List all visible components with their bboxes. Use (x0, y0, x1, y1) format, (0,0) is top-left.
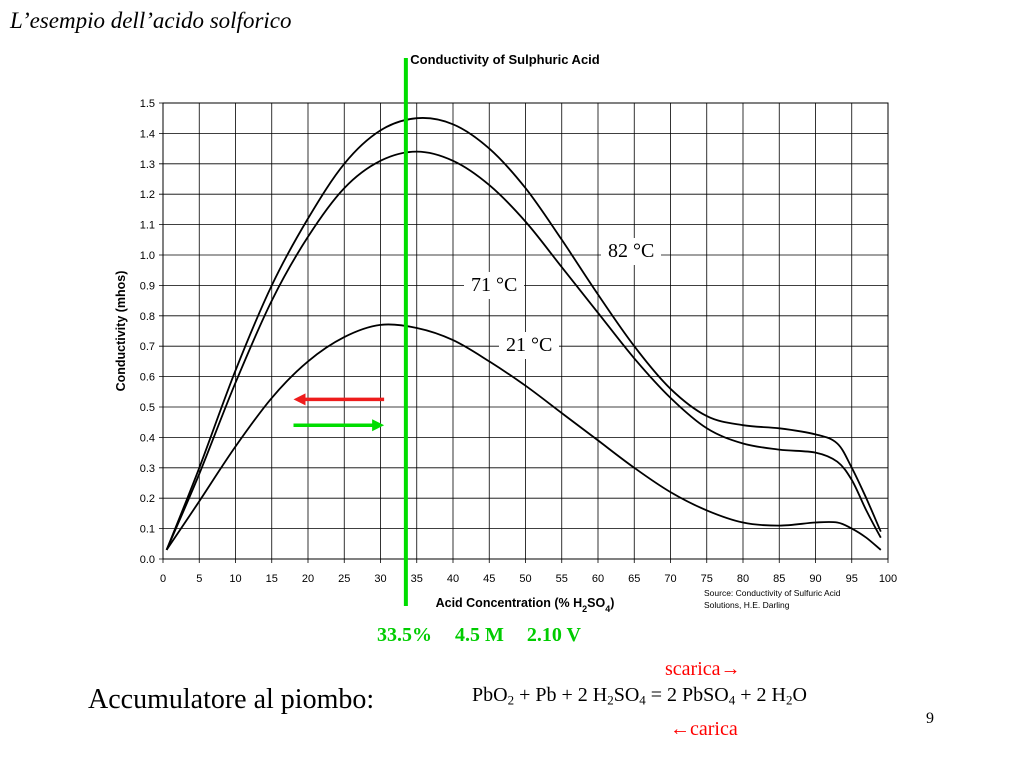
marker-layer (293, 58, 408, 606)
y-tick-label: 0.7 (140, 341, 155, 353)
y-tick-label: 0.6 (140, 372, 155, 384)
x-axis-title: Acid Concentration (% H2SO4) (436, 596, 615, 614)
x-tick-label: 75 (701, 573, 713, 585)
x-tick-label: 85 (773, 573, 785, 585)
y-tick-label: 0.0 (140, 554, 155, 566)
label-21c: 21 °C (499, 332, 560, 359)
x-tick-label: 90 (809, 573, 821, 585)
y-axis-title: Conductivity (mhos) (114, 271, 128, 392)
chart-title: Conductivity of Sulphuric Acid (410, 52, 600, 67)
y-tick-label: 0.4 (140, 432, 155, 444)
y-tick-label: 0.5 (140, 402, 155, 414)
y-tick-label: 1.2 (140, 189, 155, 201)
cell-voltage: 2.10 V (526, 624, 581, 646)
y-tick-label: 0.9 (140, 280, 155, 292)
x-tick-label: 35 (411, 573, 423, 585)
x-tick-label: 60 (592, 573, 604, 585)
label-82c: 82 °C (601, 238, 662, 265)
slide-title: L’esempio dell’acido solforico (10, 8, 292, 33)
series-line-0 (165, 117, 882, 551)
charge-label: ←carica (670, 718, 738, 740)
concentration-percent: 33.5% (377, 624, 432, 646)
x-tick-label: 50 (519, 573, 531, 585)
molarity: 4.5 M (455, 624, 504, 646)
y-tick-label: 0.8 (140, 311, 155, 323)
y-tick-label: 1.3 (140, 159, 155, 171)
electrolyte-note: 33.5% 4.5 M 2.10 V (377, 624, 581, 647)
x-tick-label: 80 (737, 573, 749, 585)
battery-label: Accumulatore al piombo: (88, 684, 375, 715)
y-tick-label: 0.1 (140, 524, 155, 536)
discharge-label: scarica→ (665, 658, 741, 680)
y-tick-label: 1.0 (140, 250, 155, 262)
y-tick-label: 1.4 (140, 128, 155, 140)
x-tick-label: 40 (447, 573, 459, 585)
series-line-1 (165, 150, 882, 551)
y-tick-label: 1.1 (140, 220, 155, 232)
x-tick-label: 0 (160, 573, 166, 585)
reaction-equation: PbO2 + Pb + 2 H2SO4 = 2 PbSO4 + 2 H2O (472, 684, 807, 708)
series-lines (165, 117, 882, 551)
x-tick-label: 5 (196, 573, 202, 585)
x-tick-label: 95 (846, 573, 858, 585)
x-tick-label: 70 (664, 573, 676, 585)
x-tick-label: 45 (483, 573, 495, 585)
charge-direction-arrow (293, 393, 385, 406)
x-tick-label: 65 (628, 573, 640, 585)
label-71c: 71 °C (464, 272, 525, 299)
tick-labels: 0 5 10 15 20 25 30 35 40 45 50 55 60 65 70 75 80 85 90 95 10… (140, 98, 897, 585)
page-number: 9 (926, 710, 934, 727)
x-tick-label: 10 (229, 573, 241, 585)
source-line-1: Source: Conductivity of Sulfuric Acid (704, 588, 841, 598)
x-tick-label: 20 (302, 573, 314, 585)
discharge-direction-arrow (293, 419, 385, 432)
x-tick-label: 55 (556, 573, 568, 585)
x-tick-label: 30 (374, 573, 386, 585)
x-tick-label: 100 (879, 573, 897, 585)
x-tick-label: 15 (266, 573, 278, 585)
y-tick-label: 0.2 (140, 493, 155, 505)
source-line-2: Solutions, H.E. Darling (704, 600, 790, 610)
y-tick-label: 0.3 (140, 463, 155, 475)
series-line-2 (165, 323, 882, 551)
y-tick-label: 1.5 (140, 98, 155, 110)
x-tick-label: 25 (338, 573, 350, 585)
